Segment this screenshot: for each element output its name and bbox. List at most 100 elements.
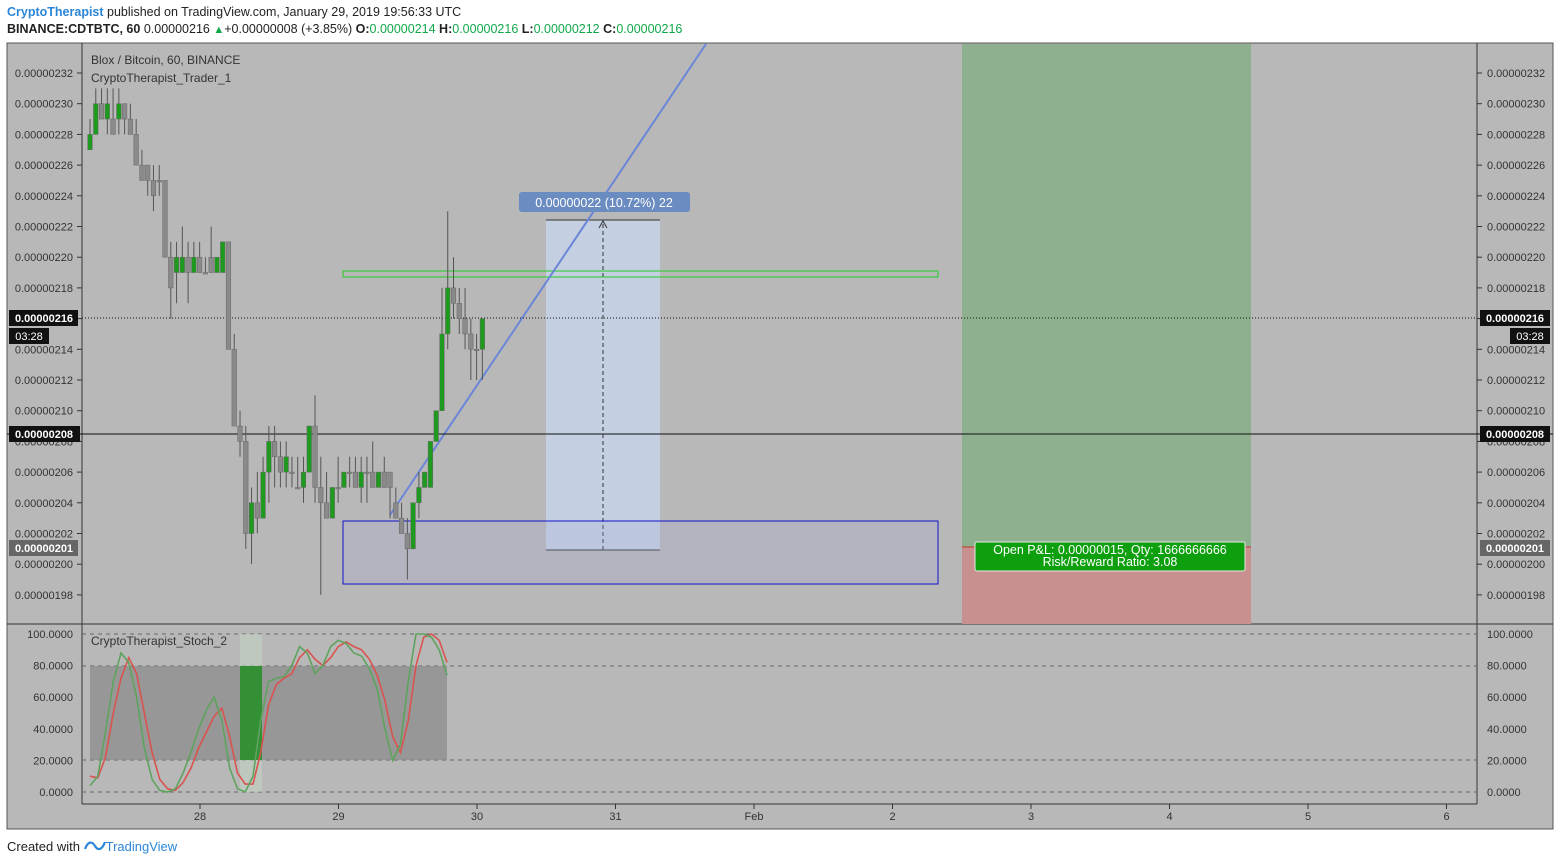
support-zone[interactable] bbox=[342, 520, 939, 585]
entry-badge-right bbox=[1480, 540, 1550, 556]
candle-body bbox=[404, 533, 410, 550]
candle-body bbox=[133, 134, 139, 166]
measure-label-box bbox=[519, 192, 690, 212]
candle-body bbox=[87, 134, 93, 150]
level-badge-right bbox=[1480, 426, 1550, 442]
stoch-tick-label: 20.0000 bbox=[1487, 755, 1527, 767]
level-text-left: 0.00000208 bbox=[15, 429, 73, 441]
price-axis-right[interactable]: 0.00000232 0.00000230 0.00000228 0.00000226… bbox=[1477, 68, 1545, 602]
author-link[interactable]: CryptoTherapist bbox=[7, 5, 104, 19]
time-axis[interactable]: 28 29 30 31 Feb 2 3 4 5 6 bbox=[194, 804, 1450, 823]
candle-body bbox=[352, 471, 358, 488]
candle-body bbox=[249, 502, 255, 534]
stoch-indicator-name: CryptoTherapist_Stoch_2 bbox=[91, 634, 227, 648]
change-value: +0.00000008 (+3.85%) bbox=[224, 22, 353, 36]
measure-arrow-head bbox=[598, 219, 608, 229]
candle-body bbox=[445, 287, 451, 335]
candle-body bbox=[289, 471, 295, 474]
candle-body bbox=[456, 303, 462, 319]
time-tick-label: 3 bbox=[1028, 811, 1034, 823]
price-tick-label: 0.00000226 bbox=[1487, 160, 1545, 172]
candle-body bbox=[243, 441, 249, 534]
tradingview-logo-icon bbox=[83, 839, 106, 854]
candle-body bbox=[127, 118, 133, 135]
tradingview-link[interactable]: TradingView bbox=[105, 839, 178, 854]
candle-body bbox=[260, 471, 266, 519]
trendline[interactable] bbox=[389, 43, 707, 516]
candle-body bbox=[116, 103, 122, 120]
candle-body bbox=[387, 471, 393, 488]
candle-body bbox=[312, 425, 318, 488]
entry-text-left: 0.00000201 bbox=[15, 543, 73, 555]
candles-group bbox=[87, 88, 485, 595]
header-line-1: CryptoTherapist published on TradingView… bbox=[7, 4, 682, 21]
time-tick-label: Feb bbox=[745, 811, 764, 823]
countdown-text-right: 03:28 bbox=[1516, 331, 1544, 343]
stoch-axis-left: 100.0000 80.0000 60.0000 40.0000 20.0000 0.00… bbox=[27, 629, 73, 799]
level-text-right: 0.00000208 bbox=[1486, 429, 1544, 441]
created-with-text: Created with bbox=[7, 839, 80, 854]
candle-body bbox=[422, 471, 428, 488]
candle-body bbox=[208, 256, 214, 273]
candle-body bbox=[427, 441, 433, 488]
stoch-tick-label: 20.0000 bbox=[33, 755, 73, 767]
current-price-badge-right bbox=[1480, 310, 1550, 326]
candle-body bbox=[220, 241, 226, 273]
candle-body bbox=[266, 441, 272, 473]
price-tick-label: 0.00000228 bbox=[1487, 129, 1545, 141]
price-tick-label: 0.00000228 bbox=[15, 129, 73, 141]
target-zone[interactable] bbox=[962, 44, 1251, 547]
stoch-tick-label: 80.0000 bbox=[33, 661, 73, 673]
price-tick-label: 0.00000214 bbox=[15, 344, 73, 356]
price-tick-label: 0.00000220 bbox=[1487, 252, 1545, 264]
footer: Created with TradingView bbox=[7, 839, 177, 854]
price-tick-label: 0.00000200 bbox=[15, 559, 73, 571]
countdown-badge-left bbox=[9, 328, 49, 344]
candle-body bbox=[410, 502, 416, 550]
time-tick-label: 4 bbox=[1166, 811, 1172, 823]
price-tick-label: 0.00000232 bbox=[1487, 68, 1545, 80]
price-tick-label: 0.00000224 bbox=[15, 191, 73, 203]
candle-body bbox=[306, 425, 312, 473]
countdown-badge-right bbox=[1510, 328, 1550, 344]
candle-body bbox=[174, 256, 180, 273]
current-price-text-right: 0.00000216 bbox=[1486, 313, 1544, 325]
candle-body bbox=[98, 103, 105, 120]
candle-body bbox=[381, 471, 387, 488]
stoch-tick-label: 100.0000 bbox=[27, 629, 73, 641]
candle-body bbox=[150, 180, 157, 197]
candle-body bbox=[462, 318, 468, 335]
candle-body bbox=[191, 256, 197, 273]
close-label: C: bbox=[603, 22, 617, 36]
resistance-zone[interactable] bbox=[342, 270, 939, 278]
time-tick-label: 6 bbox=[1443, 811, 1449, 823]
main-pane-title: Blox / Bitcoin, 60, BINANCE bbox=[91, 53, 240, 67]
price-axis-left[interactable]: 0.00000232 0.00000230 0.00000228 0.00000226… bbox=[15, 68, 82, 602]
candle-body bbox=[156, 180, 162, 183]
open-label: O: bbox=[355, 22, 370, 36]
published-text: published on TradingView.com, January 29… bbox=[107, 5, 462, 19]
candle-body bbox=[231, 349, 237, 427]
candle-body bbox=[393, 502, 399, 519]
candle-body bbox=[300, 471, 307, 488]
candle-body bbox=[335, 487, 341, 490]
price-tick-label: 0.00000200 bbox=[1487, 559, 1545, 571]
candle-body bbox=[277, 456, 283, 473]
price-tick-label: 0.00000222 bbox=[1487, 222, 1545, 234]
price-tick-label: 0.00000222 bbox=[15, 222, 73, 234]
stoch-tick-label: 80.0000 bbox=[1487, 661, 1527, 673]
countdown-text-left: 03:28 bbox=[15, 331, 43, 343]
time-tick-label: 5 bbox=[1305, 811, 1311, 823]
symbol-label: BINANCE:CDTBTC, 60 bbox=[7, 22, 141, 36]
low-label: L: bbox=[521, 22, 534, 36]
candle-body bbox=[110, 118, 116, 135]
price-tick-label: 0.00000204 bbox=[1487, 498, 1545, 510]
measure-label-text: 0.00000022 (10.72%) 22 bbox=[535, 196, 673, 210]
high-label: H: bbox=[439, 22, 453, 36]
up-arrow-icon: ▲ bbox=[213, 24, 225, 36]
stoch-axis-right: 100.0000 80.0000 60.0000 40.0000 20.0000 0.00… bbox=[1487, 629, 1533, 799]
time-tick-label: 2 bbox=[889, 811, 895, 823]
main-indicator-name: CryptoTherapist_Trader_1 bbox=[91, 71, 232, 85]
price-tick-label: 0.00000218 bbox=[15, 283, 73, 295]
